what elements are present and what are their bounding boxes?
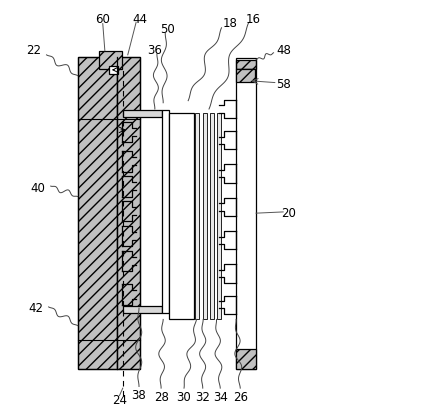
Bar [203, 113, 207, 319]
Bar [210, 113, 214, 319]
Text: 24: 24 [112, 394, 127, 407]
Text: 40: 40 [31, 182, 46, 195]
Text: 42: 42 [29, 303, 43, 316]
Text: 26: 26 [233, 391, 248, 404]
Bar [236, 69, 255, 82]
Text: 58: 58 [276, 77, 291, 91]
Bar [123, 110, 162, 117]
Text: 22: 22 [27, 44, 42, 57]
Bar [236, 58, 256, 69]
Text: 36: 36 [148, 44, 162, 57]
Bar [195, 113, 199, 319]
Bar [109, 66, 118, 74]
Text: 20: 20 [281, 206, 295, 220]
Bar [217, 113, 221, 319]
Bar [162, 110, 169, 313]
Bar [117, 57, 140, 370]
Text: 50: 50 [160, 23, 175, 36]
Text: 30: 30 [177, 391, 191, 404]
Bar [236, 60, 256, 69]
Text: 32: 32 [195, 391, 210, 404]
Bar [236, 69, 256, 370]
Bar [123, 306, 162, 313]
Text: 44: 44 [133, 13, 148, 26]
Bar [99, 51, 121, 69]
Text: 60: 60 [95, 13, 110, 26]
Bar [78, 57, 117, 370]
Text: 18: 18 [222, 17, 237, 30]
Bar [78, 57, 140, 370]
Bar [236, 349, 256, 370]
Text: 28: 28 [154, 391, 168, 404]
Bar [169, 113, 194, 319]
Text: 16: 16 [245, 13, 260, 26]
Text: 34: 34 [213, 391, 228, 404]
Text: 48: 48 [276, 44, 291, 57]
Text: 38: 38 [132, 389, 146, 402]
